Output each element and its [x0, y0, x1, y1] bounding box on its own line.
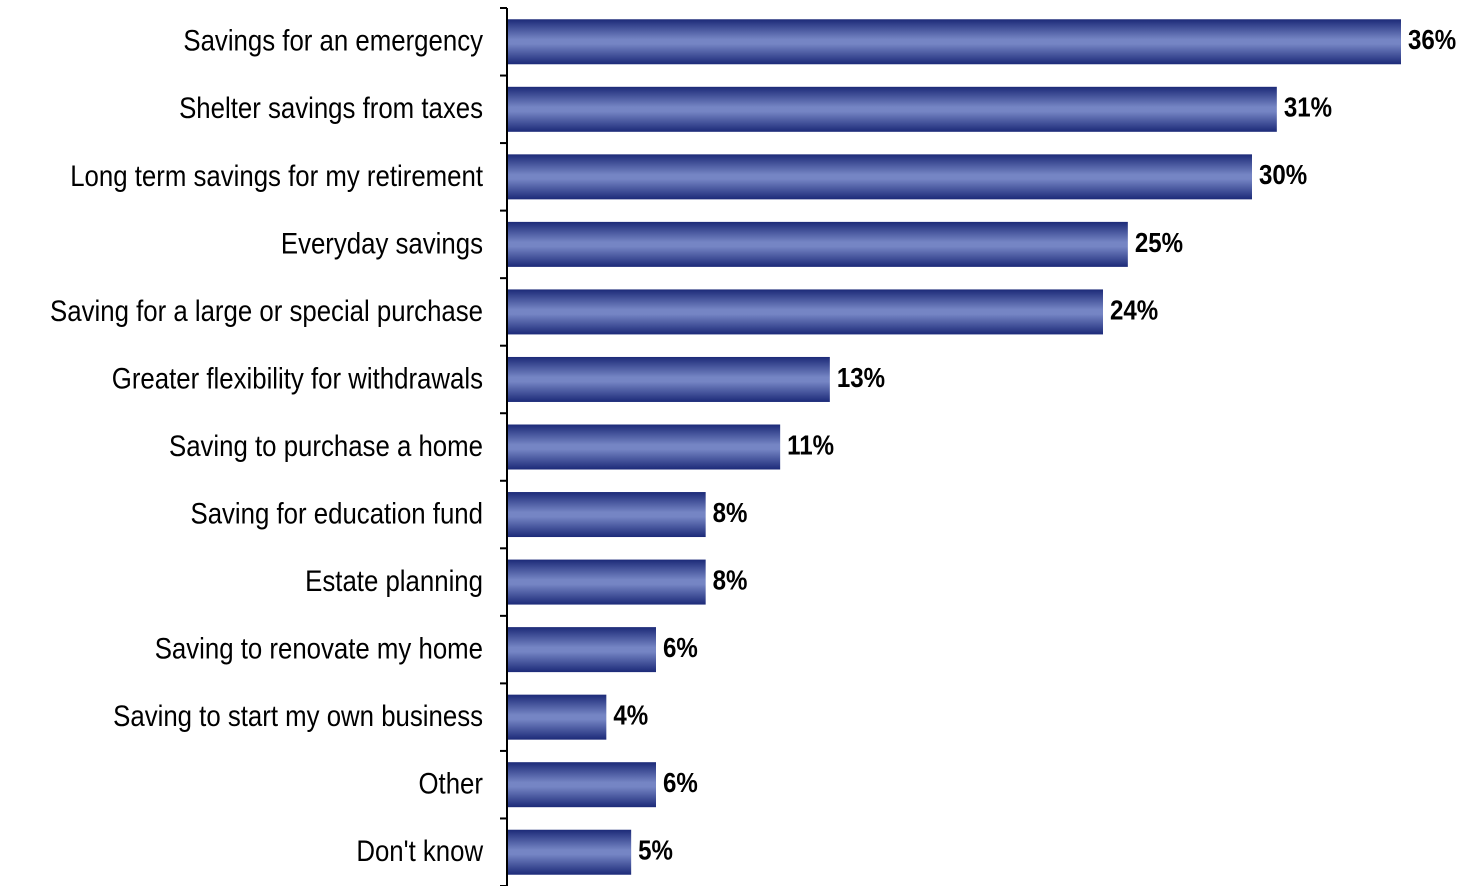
value-label: 13% [837, 361, 885, 393]
bar [507, 221, 1128, 267]
category-label: Estate planning [305, 564, 483, 597]
category-label: Greater flexibility for withdrawals [112, 362, 483, 395]
bar [507, 762, 656, 808]
category-label: Shelter savings from taxes [179, 91, 483, 124]
value-label: 31% [1284, 91, 1332, 123]
bar [507, 627, 656, 673]
value-label: 11% [787, 429, 834, 461]
value-label: 5% [638, 834, 673, 866]
value-labels: 36% 31% 30% 25% 24% 13% 11% 8% 8% 6% 4% 6% 5% [613, 23, 1456, 866]
category-labels: Savings for an emergency Shelter savings … [50, 24, 484, 868]
bar [507, 19, 1401, 65]
category-label: Savings for an emergency [183, 24, 483, 57]
bar [507, 86, 1277, 132]
category-label: Long term savings for my retirement [70, 159, 483, 192]
category-label: Saving for education fund [190, 497, 483, 530]
value-label: 8% [713, 564, 748, 596]
bar [507, 154, 1252, 200]
value-label: 30% [1259, 159, 1307, 191]
category-label: Saving for a large or special purchase [50, 294, 483, 327]
value-label: 36% [1408, 23, 1456, 55]
bar [507, 492, 706, 538]
bar [507, 356, 830, 402]
bar [507, 559, 706, 605]
category-label: Saving to renovate my home [155, 632, 483, 665]
category-label: Saving to purchase a home [169, 429, 483, 462]
value-label: 6% [663, 766, 698, 798]
y-axis [500, 7, 508, 886]
value-label: 24% [1110, 294, 1158, 326]
category-label: Saving to start my own business [113, 699, 483, 732]
bar [507, 829, 632, 875]
value-label: 8% [713, 496, 748, 528]
bars-layer [507, 19, 1401, 875]
category-label: Don't know [356, 834, 484, 867]
category-label: Everyday savings [281, 227, 483, 260]
bar [507, 424, 781, 470]
value-label: 25% [1135, 226, 1183, 258]
value-label: 4% [613, 699, 648, 731]
value-label: 6% [663, 631, 698, 663]
category-label: Other [418, 767, 483, 800]
bar [507, 694, 607, 740]
bar [507, 289, 1103, 335]
